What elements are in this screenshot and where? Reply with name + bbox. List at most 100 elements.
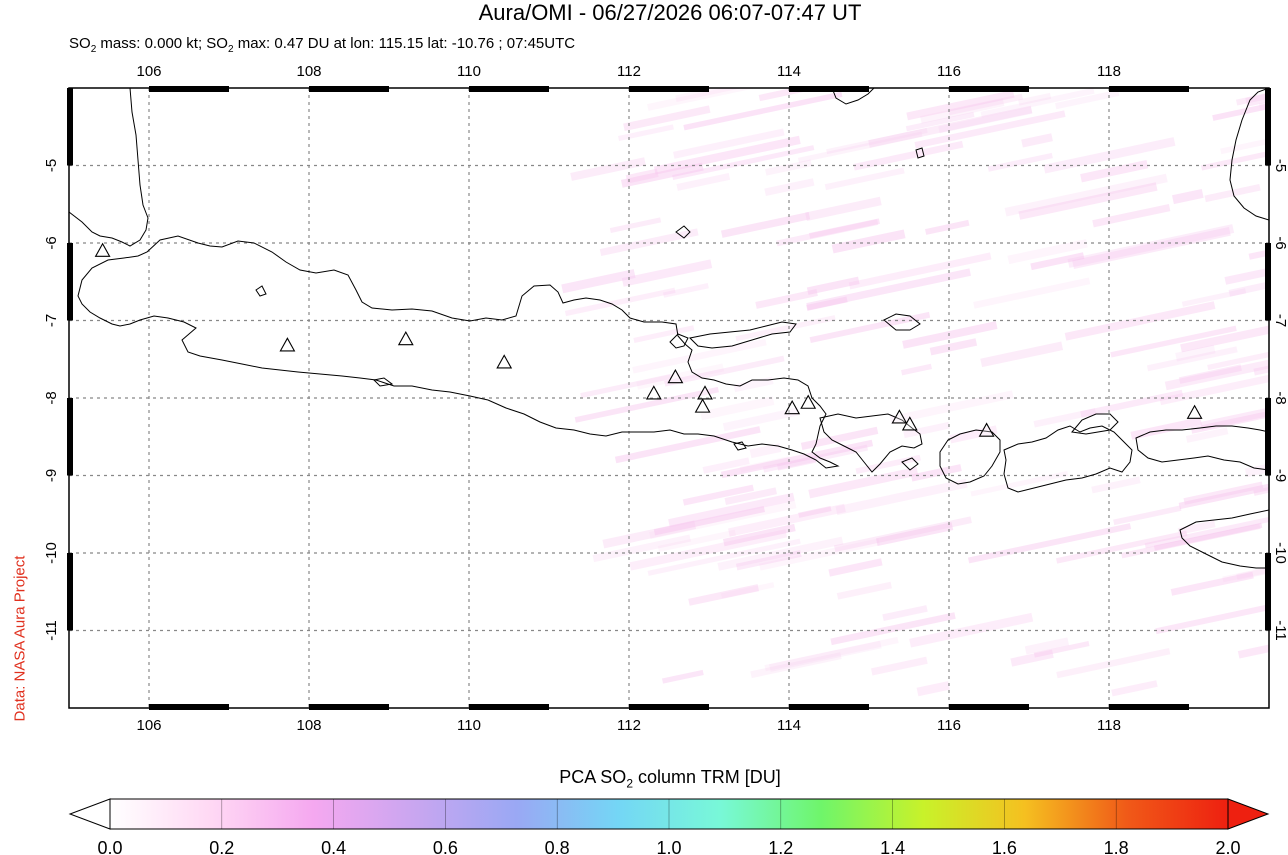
so2-streak bbox=[938, 106, 1033, 134]
so2-streak bbox=[948, 93, 1024, 116]
lat-tick-left: -9 bbox=[43, 469, 60, 482]
so2-streak bbox=[749, 443, 782, 459]
coast-java bbox=[77, 235, 840, 469]
so2-streak bbox=[618, 124, 674, 142]
volcano-triangle-icon bbox=[901, 416, 918, 431]
volcano-triangle-icon bbox=[784, 399, 801, 415]
so2-streak bbox=[833, 516, 972, 553]
so2-streak bbox=[682, 484, 754, 506]
lon-tick-bottom: 114 bbox=[777, 717, 801, 734]
coast-flores bbox=[1135, 425, 1269, 471]
so2-streak bbox=[620, 162, 704, 188]
so2-streak bbox=[625, 168, 659, 184]
so2-streak bbox=[798, 505, 832, 518]
coast-bali bbox=[819, 413, 923, 473]
so2-streak bbox=[735, 550, 802, 571]
so2-summary-c: max: 0.47 DU at lon: 115.15 lat: -10.76 … bbox=[233, 35, 576, 52]
so2-streak bbox=[762, 444, 869, 473]
volcano-triangle-icon bbox=[978, 422, 995, 437]
so2-streak bbox=[1178, 475, 1269, 510]
coast-lombok bbox=[939, 429, 1001, 485]
lon-tick-top: 118 bbox=[1097, 63, 1121, 80]
volcano-triangle-icon bbox=[397, 330, 414, 346]
so2-streak bbox=[916, 681, 950, 697]
so2-streak bbox=[1080, 159, 1149, 183]
so2-streak bbox=[1056, 530, 1188, 564]
so2-streak bbox=[1056, 648, 1171, 679]
so2-streak bbox=[967, 523, 1132, 564]
coast-islet-b bbox=[915, 147, 925, 159]
colorbar-tick-label: 1.0 bbox=[656, 838, 681, 855]
so2-streak bbox=[835, 478, 968, 516]
so2-streak bbox=[1007, 239, 1088, 265]
so2-streak bbox=[909, 612, 1034, 648]
so2-streak bbox=[830, 612, 956, 646]
lon-tick-bottom: 112 bbox=[617, 717, 641, 734]
colorbar-tick-label: 0.0 bbox=[97, 838, 122, 855]
coast-kangean bbox=[883, 313, 921, 331]
so2-summary-b: mass: 0.000 kt; SO bbox=[96, 35, 228, 52]
so2-streak bbox=[1244, 455, 1269, 478]
lon-tick-bottom: 118 bbox=[1097, 717, 1121, 734]
so2-streak bbox=[906, 89, 1015, 121]
so2-streak bbox=[580, 374, 672, 399]
so2-streak bbox=[1110, 325, 1237, 358]
so2-streak bbox=[1207, 333, 1269, 371]
so2-streak bbox=[905, 111, 975, 132]
so2-streak bbox=[875, 522, 954, 547]
so2-streak bbox=[722, 523, 796, 547]
so2-streak bbox=[720, 582, 775, 599]
border-seg-bottom bbox=[149, 704, 229, 710]
colorbar-min-arrow bbox=[68, 798, 111, 830]
border-seg-bottom bbox=[949, 704, 1029, 710]
so2-streak bbox=[1183, 481, 1264, 505]
so2-streak bbox=[855, 454, 921, 475]
volcano-triangle-icon bbox=[667, 368, 684, 384]
so2-streak bbox=[1055, 89, 1120, 110]
so2-streak bbox=[1130, 417, 1202, 440]
border-seg-left bbox=[67, 88, 73, 166]
so2-streak bbox=[664, 355, 785, 387]
map-frame: 106 106 108 108 110 110 112 112 114 114 116 116 118 1… bbox=[43, 63, 1288, 734]
coast-sumba bbox=[1179, 509, 1269, 569]
coast-sanggar bbox=[1071, 413, 1119, 435]
so2-streak bbox=[776, 219, 879, 247]
so2-streak bbox=[623, 105, 711, 132]
coast-sulawesi bbox=[1229, 88, 1269, 221]
so2-streak bbox=[662, 282, 709, 298]
lon-tick-top: 106 bbox=[136, 63, 161, 80]
colorbar-tick-label: 2.0 bbox=[1215, 838, 1240, 855]
border-seg-right bbox=[1265, 243, 1271, 321]
so2-streak bbox=[561, 269, 636, 294]
so2-streak bbox=[1092, 203, 1171, 228]
coast-islet-d bbox=[733, 441, 747, 451]
border-seg-top bbox=[469, 86, 549, 92]
so2-streak bbox=[980, 341, 1064, 368]
graticule bbox=[69, 88, 1269, 708]
so2-streak bbox=[609, 217, 662, 234]
volcano-triangle-icon bbox=[496, 354, 513, 369]
so2-streak bbox=[636, 363, 725, 390]
so2-streak bbox=[1159, 368, 1269, 406]
so2-streak bbox=[973, 277, 1091, 309]
so2-streak bbox=[1111, 680, 1158, 697]
so2-summary-b-sub: 2 bbox=[227, 44, 234, 55]
so2-streak bbox=[668, 492, 795, 528]
so2-streak bbox=[1181, 288, 1247, 307]
lat-tick-right: -7 bbox=[1272, 314, 1288, 327]
border-seg-top bbox=[629, 86, 709, 92]
so2-streak bbox=[1212, 88, 1269, 121]
lat-tick-left: -6 bbox=[43, 236, 60, 249]
lon-tick-bottom: 116 bbox=[937, 717, 961, 734]
so2-streak bbox=[592, 534, 691, 563]
colorbar-label-pre: PCA SO bbox=[559, 767, 627, 787]
so2-streak bbox=[1178, 364, 1242, 384]
map-title: Aura/OMI - 06/27/2026 06:07-07:47 UT bbox=[478, 0, 862, 25]
so2-streak bbox=[653, 506, 765, 536]
lat-tick-right: -10 bbox=[1272, 542, 1288, 564]
so2-streak bbox=[1024, 637, 1070, 655]
so2-streak bbox=[836, 581, 892, 600]
so2-streak bbox=[903, 421, 950, 439]
coast-bawean bbox=[675, 225, 691, 239]
lat-tick-left: -8 bbox=[43, 391, 60, 404]
